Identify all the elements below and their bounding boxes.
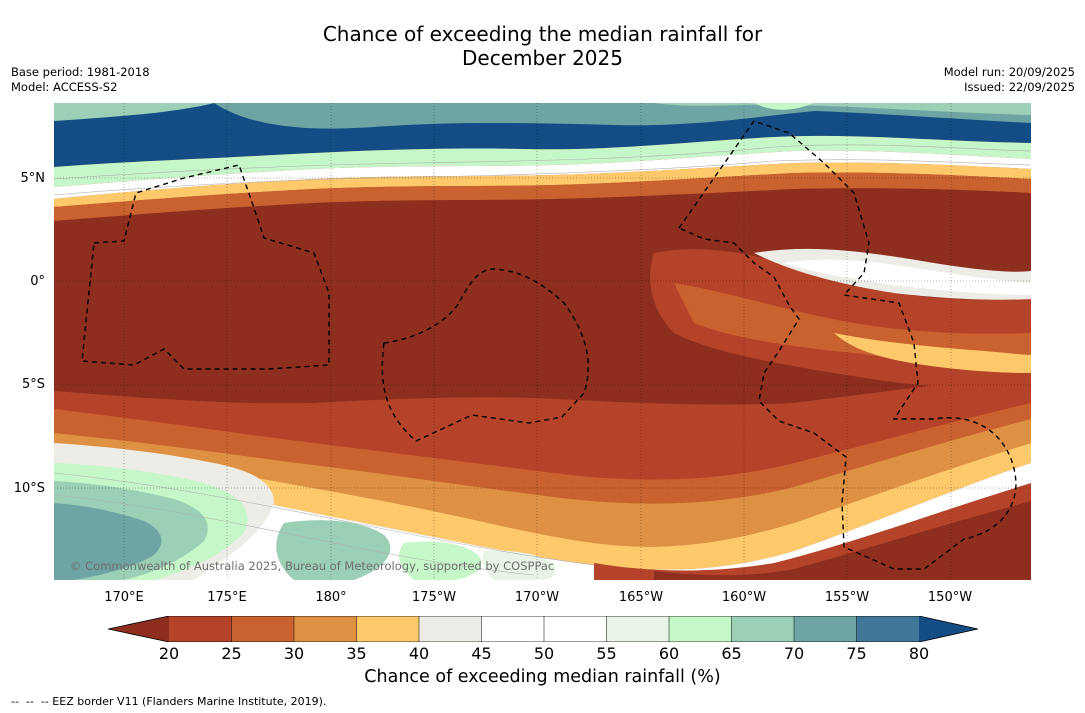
colorbar-30-35 (294, 616, 357, 642)
band-65-70-nw (54, 103, 214, 121)
issued-date: Issued: 22/09/2025 (964, 80, 1075, 94)
map-panel (54, 103, 1031, 580)
colorbar-tick: 80 (908, 644, 930, 663)
map-title: Chance of exceeding the median rainfall … (0, 22, 1085, 70)
band-45-55-north (54, 150, 1031, 199)
eez-border-west (81, 164, 330, 370)
band-below-20-southeast (654, 501, 1031, 580)
colorbar-tick: 45 (471, 644, 492, 663)
graticule (54, 103, 1031, 580)
eez-borders (81, 120, 1017, 570)
contour-line (54, 494, 535, 576)
colorbar-tick: 65 (721, 644, 742, 663)
colorbar-below-20 (108, 616, 169, 642)
s-60-65 (399, 541, 482, 580)
eez-legend-note: -- -- -- EEZ border V11 (Flanders Marine… (11, 695, 327, 708)
lat-label-5n: 5°N (20, 171, 46, 186)
copyright-notice: © Commonwealth of Australia 2025, Bureau… (70, 559, 555, 573)
colorbar-40-45 (419, 616, 482, 642)
colorbar-tick: 70 (783, 644, 805, 663)
colorbar-tick: 60 (658, 644, 680, 663)
band-35-40-north (54, 162, 1031, 207)
band-25-30-north (54, 172, 1031, 221)
band-35-40-south (54, 443, 1031, 570)
colorbar-60-65 (669, 616, 732, 642)
colorbar-tick: 25 (221, 644, 242, 663)
colorbar-70-75 (794, 616, 857, 642)
colorbar-55-60 (606, 616, 669, 642)
rainfall-map (54, 103, 1031, 580)
band-60-65-n (754, 103, 814, 110)
colorbar-tick: 40 (408, 644, 430, 663)
band-60-65-north (54, 135, 1031, 187)
colorbar-tick: 75 (846, 644, 867, 663)
lon-label-165w: 165°W (618, 590, 664, 605)
base-period: Base period: 1981-2018 (11, 65, 150, 79)
eez-border-central (381, 268, 589, 442)
colorbar-tick: 55 (596, 644, 617, 663)
lon-label-170e: 170°E (104, 590, 144, 605)
lat-label-equator: 0° (30, 274, 45, 289)
equatorial-tongue-45-55 (784, 259, 1031, 295)
band-70-75 (214, 103, 1031, 129)
colorbar-tick: 30 (283, 644, 305, 663)
colorbar (108, 616, 978, 642)
lon-label-155w: 155°W (824, 590, 870, 605)
band-25-30-south (54, 403, 1031, 504)
colorbar-title: Chance of exceeding median rainfall (%) (364, 667, 721, 687)
lon-label-160w: 160°W (721, 590, 767, 605)
contour-line (54, 159, 1031, 196)
colorbar-tick: 35 (346, 644, 367, 663)
band-20-25-south (54, 373, 1031, 480)
colorbar-20-25 (169, 616, 232, 642)
colorbar-35-40 (356, 616, 419, 642)
meta-left: Base period: 1981-2018 Model: ACCESS-S2 (11, 65, 150, 95)
band-30-35-south (54, 419, 1031, 547)
colorbar-25-30 (231, 616, 294, 642)
lon-label-170w: 170°W (514, 590, 560, 605)
s-65-70 (276, 520, 391, 580)
colorbar-50-55 (544, 616, 607, 642)
title-line-2: December 2025 (462, 46, 623, 70)
lon-label-175e: 175°E (207, 590, 247, 605)
colorbar-45-50 (481, 616, 544, 642)
s-55-60 (482, 550, 556, 580)
lat-label-10s: 10°S (13, 481, 45, 496)
colorbar-tick: 20 (158, 644, 180, 663)
colorbar-75-80 (856, 616, 919, 642)
lon-label-180: 180° (315, 590, 347, 605)
model-run: Model run: 20/09/2025 (943, 65, 1075, 79)
lat-label-5s: 5°S (21, 377, 45, 392)
meta-right: Model run: 20/09/2025 Issued: 22/09/2025 (944, 65, 1075, 95)
colorbar-dividers (231, 616, 857, 642)
contour-line (54, 144, 1031, 180)
contour-line (54, 472, 595, 566)
lon-label-175w: 175°W (411, 590, 457, 605)
colorbar-above-80 (919, 616, 978, 642)
east-core-35-40 (834, 333, 1031, 373)
model-name: Model: ACCESS-S2 (11, 80, 118, 94)
colorbar-tick: 50 (533, 644, 555, 663)
sw-70-75 (54, 503, 162, 580)
band-65-70-ne (654, 103, 1031, 115)
title-line-1: Chance of exceeding the median rainfall … (322, 22, 763, 46)
lon-label-150w: 150°W (927, 590, 973, 605)
east-core-25-30 (674, 283, 1031, 364)
colorbar-65-70 (731, 616, 794, 642)
